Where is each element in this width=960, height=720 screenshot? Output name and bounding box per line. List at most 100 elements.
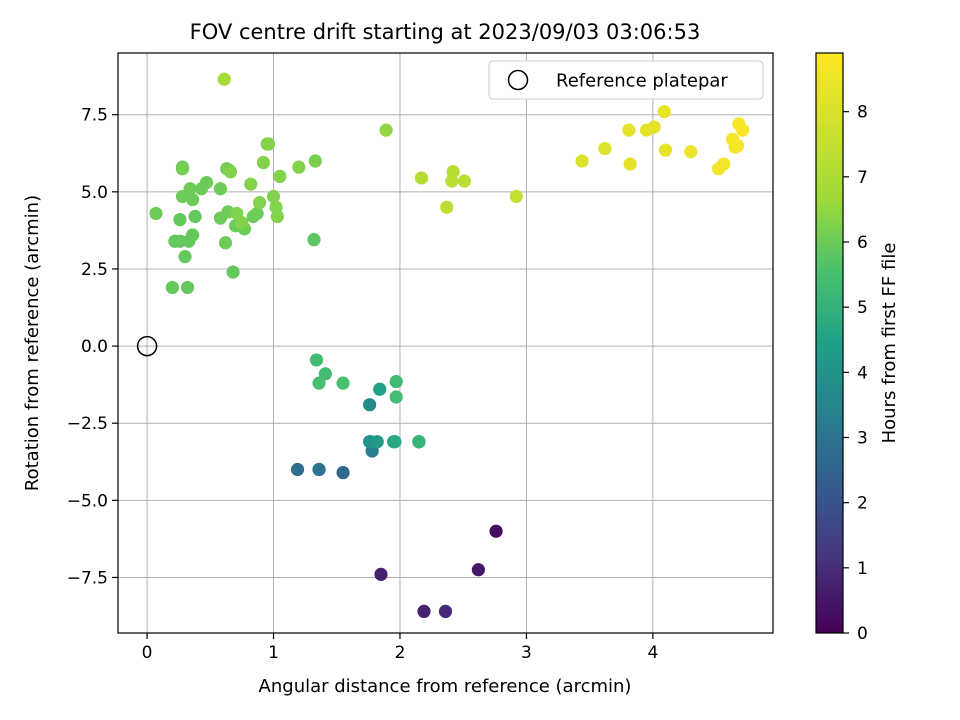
data-point [266,189,281,204]
data-point [412,435,426,449]
data-point [235,216,249,230]
data-point [308,154,322,168]
colorbar-tick-label: 8 [857,103,868,123]
data-point [199,175,214,190]
data-point [183,182,197,196]
data-point [290,462,305,477]
data-point [213,182,228,196]
data-point [471,563,485,577]
data-point [175,162,190,176]
data-point [186,192,200,207]
data-point [417,604,431,619]
y-tick-label: 2.5 [81,260,108,280]
data-point [684,145,698,159]
data-point [178,250,192,264]
data-point [226,265,240,279]
data-point [250,206,264,221]
y-tick-label: 0.0 [81,337,108,357]
data-point [457,174,472,188]
data-point [336,465,350,480]
data-point [256,155,271,170]
y-tick-label: −5.0 [67,491,108,511]
y-tick-label: 5.0 [81,183,108,203]
data-point [388,435,402,449]
legend-box [488,60,764,100]
data-point [440,200,454,214]
data-point [414,171,429,185]
data-point [336,376,350,390]
plot-area: 0 1 2 3 4 7.5 5.0 2.5 0.0 −2.5 −5.0 −7.5 [67,52,774,663]
chart-title: FOV centre drift starting at 2023/09/03 … [190,20,701,44]
x-axis-ticks: 0 1 2 3 4 [142,633,658,663]
data-point [253,196,267,210]
data-point [318,367,332,381]
y-tick-label: −2.5 [67,414,108,434]
data-point [312,376,326,390]
data-point [168,234,182,248]
data-point [261,137,276,151]
colorbar-tick-label: 5 [857,298,868,318]
x-axis-label: Angular distance from reference (arcmin) [259,676,632,697]
data-point [307,233,321,247]
data-point [186,228,200,242]
data-point [270,209,284,224]
plot-frame [117,52,774,634]
data-point [218,236,233,250]
colorbar-tick-label: 6 [857,233,868,253]
legend-label: Reference platepar [556,71,728,92]
legend-reference-marker [507,69,529,91]
data-point [188,209,202,224]
data-point [509,189,523,204]
data-point [730,138,745,153]
reference-platepar-marker [136,335,158,357]
data-point [180,280,195,295]
data-point [244,177,258,191]
colorbar-ticks: 0 1 2 3 4 5 6 7 8 [843,103,868,644]
colorbar-tick-label: 3 [857,428,868,448]
data-point [373,382,387,396]
data-point [658,143,673,157]
data-point [213,211,228,225]
data-point [379,123,393,137]
data-point [622,123,636,137]
data-point [309,353,324,367]
colorbar-tick-label: 2 [857,494,868,514]
plot-background [118,53,773,633]
x-tick-label: 1 [268,643,279,663]
y-tick-label: 7.5 [81,106,108,126]
data-point [489,524,503,538]
colorbar-label: Hours from first FF file [879,243,900,444]
data-point [647,120,661,134]
colorbar: 0 1 2 3 4 5 6 7 8 Hours from first FF file [815,52,900,644]
data-point [217,72,231,86]
data-points [149,72,750,619]
y-axis-ticks: 7.5 5.0 2.5 0.0 −2.5 −5.0 −7.5 [67,106,118,588]
colorbar-gradient [815,52,844,634]
data-point [438,604,453,619]
data-point [445,174,459,188]
x-tick-label: 0 [142,643,153,663]
legend: Reference platepar [488,60,764,100]
colorbar-tick-label: 4 [857,363,868,383]
x-tick-label: 2 [395,643,406,663]
data-point [273,169,287,184]
data-point [173,212,187,227]
data-point [370,435,384,449]
data-point [389,390,403,404]
data-point [312,462,326,477]
colorbar-tick-label: 7 [857,168,868,188]
grid [118,53,773,633]
data-point [363,398,377,412]
data-point [149,206,163,221]
data-point [223,165,238,179]
x-tick-label: 3 [521,643,532,663]
data-point [736,123,750,137]
data-point [657,105,671,119]
colorbar-tick-label: 1 [857,559,868,579]
data-point [292,160,306,174]
data-point [165,280,179,295]
data-point [389,374,403,389]
colorbar-tick-label: 0 [857,624,868,644]
y-tick-label: −7.5 [67,568,108,588]
